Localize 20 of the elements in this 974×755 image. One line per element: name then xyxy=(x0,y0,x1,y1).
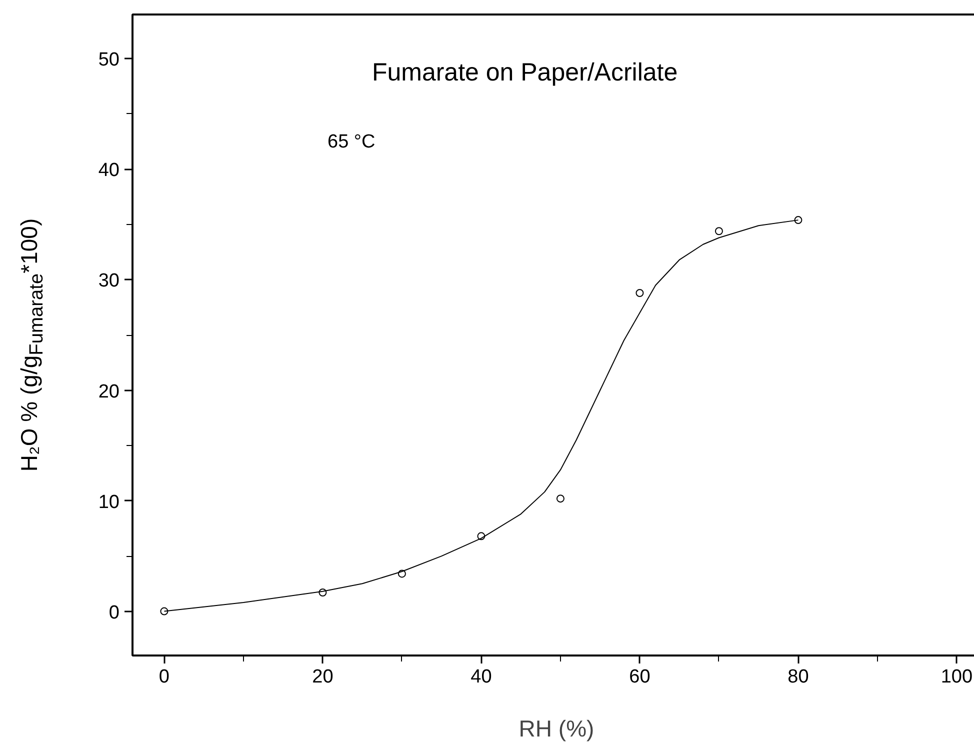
x-tick-label: 0 xyxy=(158,666,170,688)
x-tick-label: 60 xyxy=(629,666,650,688)
y-tick-label: 50 xyxy=(98,50,120,71)
x-tick-label: 40 xyxy=(470,666,492,688)
point xyxy=(794,216,802,224)
text: Fumarate on Paper/Acrilate xyxy=(372,58,678,86)
x-tick-label: 80 xyxy=(788,666,809,688)
y-tick-label: 30 xyxy=(98,270,120,292)
x-axis-title: RH (%) xyxy=(518,716,594,742)
y-tick-label: 10 xyxy=(98,492,120,513)
y-tick-label: 40 xyxy=(98,160,120,182)
point xyxy=(714,227,723,236)
x-tick-label: 20 xyxy=(312,666,334,688)
point xyxy=(556,494,564,503)
point xyxy=(636,289,644,297)
x-tick-label: 100 xyxy=(940,666,973,688)
y-tick-label: 20 xyxy=(98,381,120,402)
annotation: 65 °C xyxy=(328,132,376,152)
point xyxy=(160,607,168,616)
y-tick-label: 0 xyxy=(108,602,120,624)
